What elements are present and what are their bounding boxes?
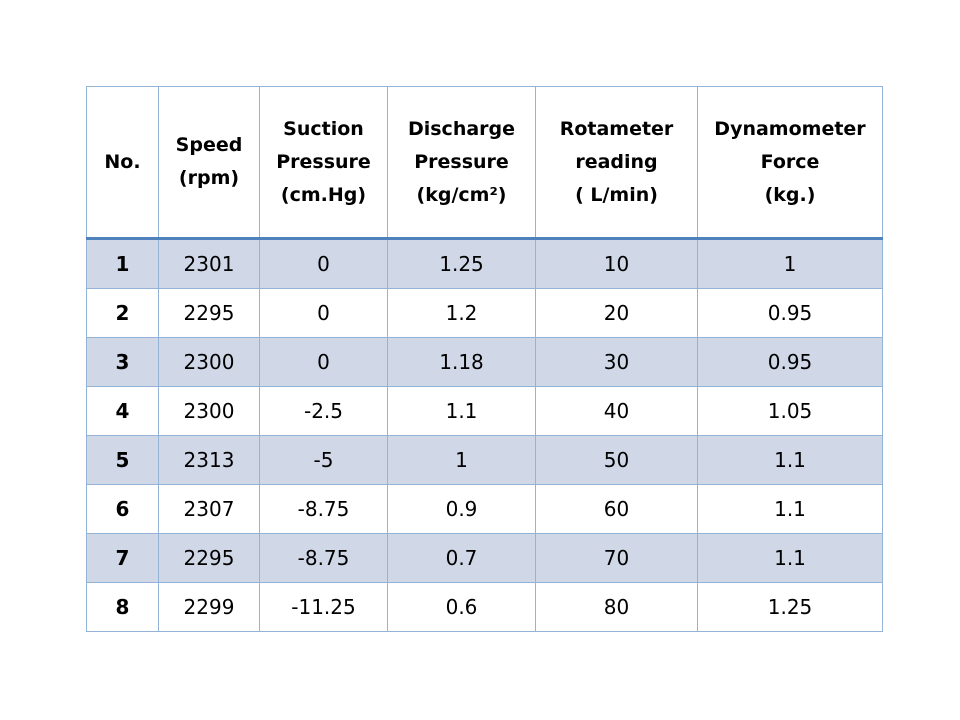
header-suction-line-3: (cm.Hg) bbox=[280, 183, 367, 206]
cell-suction-pressure: -11.25 bbox=[259, 582, 388, 632]
cell-dynamometer-force: 0.95 bbox=[697, 337, 883, 387]
header-speed-line-1: Speed bbox=[175, 134, 243, 156]
table-row: 1 2301 0 1.25 10 1 bbox=[86, 238, 883, 289]
cell-discharge-pressure: 0.6 bbox=[387, 582, 536, 632]
cell-discharge-pressure: 1.18 bbox=[387, 337, 536, 387]
header-suction-pressure: Suction Pressure (cm.Hg) bbox=[259, 86, 388, 240]
header-dynamometer-force: Dynamometer Force (kg.) bbox=[697, 86, 883, 240]
cell-dynamometer-force: 1.05 bbox=[697, 386, 883, 436]
cell-speed: 2301 bbox=[158, 238, 260, 289]
cell-discharge-pressure: 0.9 bbox=[387, 484, 536, 534]
header-speed: Speed (rpm) bbox=[158, 86, 260, 240]
cell-speed: 2295 bbox=[158, 533, 260, 583]
header-dynamometer-line-3: (kg.) bbox=[764, 183, 816, 206]
header-rotameter-line-2: reading bbox=[575, 150, 658, 173]
header-rotameter-line-3: ( L/min) bbox=[575, 183, 658, 206]
measurement-table: No. Speed (rpm) Suction Pressure (cm.Hg)… bbox=[86, 86, 883, 632]
cell-no: 2 bbox=[86, 288, 159, 338]
cell-suction-pressure: 0 bbox=[259, 238, 388, 289]
cell-no: 6 bbox=[86, 484, 159, 534]
cell-rotameter-reading: 80 bbox=[535, 582, 698, 632]
cell-no: 8 bbox=[86, 582, 159, 632]
header-discharge-line-3: (kg/cm²) bbox=[416, 183, 507, 206]
header-dynamometer-line-1: Dynamometer bbox=[714, 117, 866, 140]
cell-speed: 2307 bbox=[158, 484, 260, 534]
cell-no: 3 bbox=[86, 337, 159, 387]
cell-discharge-pressure: 1 bbox=[387, 435, 536, 485]
cell-discharge-pressure: 0.7 bbox=[387, 533, 536, 583]
cell-dynamometer-force: 0.95 bbox=[697, 288, 883, 338]
header-suction-line-1: Suction bbox=[283, 117, 364, 140]
cell-suction-pressure: -8.75 bbox=[259, 533, 388, 583]
table-row: 5 2313 -5 1 50 1.1 bbox=[86, 435, 883, 485]
cell-rotameter-reading: 10 bbox=[535, 238, 698, 289]
header-rotameter-line-1: Rotameter bbox=[559, 117, 674, 140]
cell-suction-pressure: -5 bbox=[259, 435, 388, 485]
cell-rotameter-reading: 60 bbox=[535, 484, 698, 534]
cell-speed: 2299 bbox=[158, 582, 260, 632]
cell-rotameter-reading: 30 bbox=[535, 337, 698, 387]
table-row: 6 2307 -8.75 0.9 60 1.1 bbox=[86, 484, 883, 534]
table-row: 7 2295 -8.75 0.7 70 1.1 bbox=[86, 533, 883, 583]
table-row: 8 2299 -11.25 0.6 80 1.25 bbox=[86, 582, 883, 632]
cell-speed: 2295 bbox=[158, 288, 260, 338]
cell-dynamometer-force: 1.25 bbox=[697, 582, 883, 632]
table-row: 4 2300 -2.5 1.1 40 1.05 bbox=[86, 386, 883, 436]
cell-no: 4 bbox=[86, 386, 159, 436]
cell-suction-pressure: 0 bbox=[259, 288, 388, 338]
cell-speed: 2313 bbox=[158, 435, 260, 485]
header-no-line-1: No. bbox=[104, 150, 141, 173]
cell-speed: 2300 bbox=[158, 386, 260, 436]
cell-suction-pressure: -2.5 bbox=[259, 386, 388, 436]
header-row: No. Speed (rpm) Suction Pressure (cm.Hg)… bbox=[86, 86, 883, 240]
cell-dynamometer-force: 1.1 bbox=[697, 435, 883, 485]
header-no: No. bbox=[86, 86, 159, 240]
cell-dynamometer-force: 1 bbox=[697, 238, 883, 289]
cell-suction-pressure: 0 bbox=[259, 337, 388, 387]
cell-discharge-pressure: 1.25 bbox=[387, 238, 536, 289]
header-rotameter-reading: Rotameter reading ( L/min) bbox=[535, 86, 698, 240]
cell-no: 1 bbox=[86, 238, 159, 289]
cell-discharge-pressure: 1.2 bbox=[387, 288, 536, 338]
cell-speed: 2300 bbox=[158, 337, 260, 387]
header-suction-line-2: Pressure bbox=[276, 150, 371, 173]
cell-no: 5 bbox=[86, 435, 159, 485]
cell-rotameter-reading: 50 bbox=[535, 435, 698, 485]
cell-dynamometer-force: 1.1 bbox=[697, 484, 883, 534]
table-row: 3 2300 0 1.18 30 0.95 bbox=[86, 337, 883, 387]
header-discharge-line-1: Discharge bbox=[407, 117, 516, 140]
cell-rotameter-reading: 20 bbox=[535, 288, 698, 338]
cell-suction-pressure: -8.75 bbox=[259, 484, 388, 534]
cell-no: 7 bbox=[86, 533, 159, 583]
header-speed-line-2: (rpm) bbox=[178, 167, 240, 189]
header-discharge-pressure: Discharge Pressure (kg/cm²) bbox=[387, 86, 536, 240]
table-row: 2 2295 0 1.2 20 0.95 bbox=[86, 288, 883, 338]
header-dynamometer-line-2: Force bbox=[760, 150, 820, 173]
cell-rotameter-reading: 70 bbox=[535, 533, 698, 583]
cell-discharge-pressure: 1.1 bbox=[387, 386, 536, 436]
header-discharge-line-2: Pressure bbox=[414, 150, 509, 173]
cell-dynamometer-force: 1.1 bbox=[697, 533, 883, 583]
cell-rotameter-reading: 40 bbox=[535, 386, 698, 436]
